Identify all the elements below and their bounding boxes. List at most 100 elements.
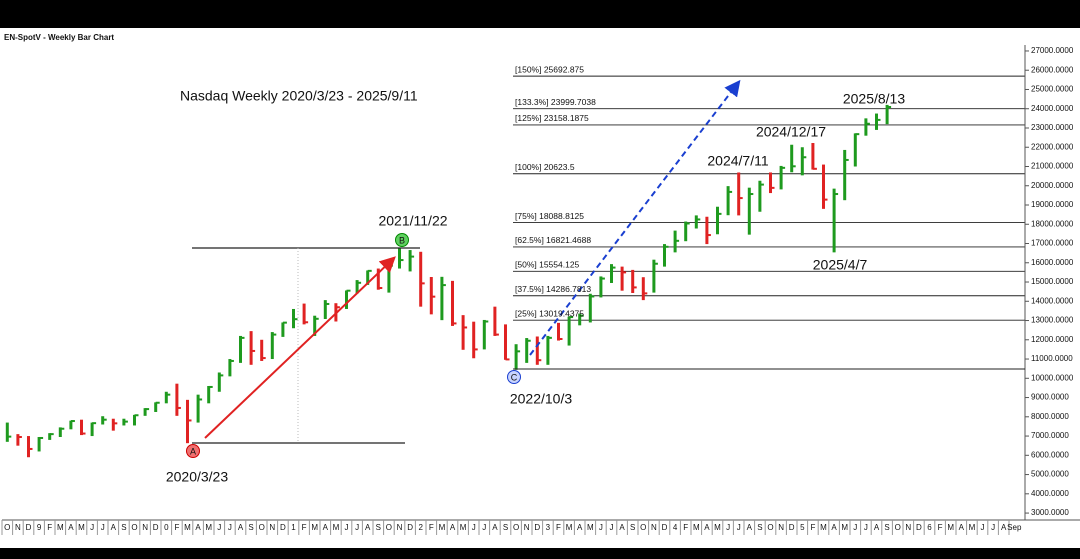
y-tick-label: 25000.0000 xyxy=(1031,85,1074,94)
chart-title: EN-SpotV - Weekly Bar Chart xyxy=(4,33,114,42)
y-tick-label: 12000.0000 xyxy=(1031,335,1074,344)
x-tick-label: M xyxy=(820,523,827,532)
x-tick-label: A xyxy=(1001,523,1007,532)
x-tick-label: F xyxy=(174,523,179,532)
x-tick-label: J xyxy=(864,523,868,532)
y-tick-label: 3000.0000 xyxy=(1031,508,1069,517)
x-tick-label: J xyxy=(355,523,359,532)
x-tick-label: F xyxy=(47,523,52,532)
x-tick-label: N xyxy=(778,523,784,532)
x-tick-label: 4 xyxy=(673,523,678,532)
x-tick-label: O xyxy=(767,523,773,532)
x-tick-label: A xyxy=(111,523,117,532)
y-tick-label: 8000.0000 xyxy=(1031,412,1069,421)
y-tick-label: 26000.0000 xyxy=(1031,65,1074,74)
fib-label: [133.3%] 23999.7038 xyxy=(515,97,596,107)
y-tick-label: 13000.0000 xyxy=(1031,316,1074,325)
annotation: 2024/7/11 xyxy=(707,153,768,169)
y-tick-label: 5000.0000 xyxy=(1031,470,1069,479)
x-tick-label: J xyxy=(991,523,995,532)
y-tick-label: 7000.0000 xyxy=(1031,431,1069,440)
fib-label: [100%] 20623.5 xyxy=(515,162,575,172)
x-tick-label: N xyxy=(269,523,275,532)
point-label: C xyxy=(511,372,518,382)
x-tick-label: J xyxy=(345,523,349,532)
x-tick-label: M xyxy=(693,523,700,532)
x-tick-label: M xyxy=(714,523,721,532)
x-tick-label: O xyxy=(386,523,392,532)
x-tick-label: O xyxy=(513,523,519,532)
x-tick-label: J xyxy=(726,523,730,532)
y-tick-label: 14000.0000 xyxy=(1031,296,1074,305)
x-tick-label: S xyxy=(248,523,253,532)
x-tick-label: M xyxy=(78,523,85,532)
x-tick-label: S xyxy=(630,523,635,532)
y-tick-label: 20000.0000 xyxy=(1031,181,1074,190)
x-tick-label: J xyxy=(599,523,603,532)
x-tick-label: J xyxy=(90,523,94,532)
x-tick-label: F xyxy=(556,523,561,532)
x-tick-label: M xyxy=(969,523,976,532)
x-tick-label: M xyxy=(311,523,318,532)
x-tick-label: A xyxy=(450,523,456,532)
x-tick-label: 3 xyxy=(546,523,551,532)
x-tick-label: N xyxy=(142,523,148,532)
x-tick-label: O xyxy=(131,523,137,532)
x-tick-label: M xyxy=(841,523,848,532)
annotation: 2025/4/7 xyxy=(813,257,868,273)
x-tick-label: S xyxy=(503,523,508,532)
x-tick-label: N xyxy=(524,523,530,532)
point-b xyxy=(395,233,409,247)
annotation: 2025/8/13 xyxy=(843,91,905,107)
y-tick-label: 21000.0000 xyxy=(1031,162,1074,171)
x-tick-label: F xyxy=(810,523,815,532)
x-tick-label: O xyxy=(640,523,646,532)
y-tick-label: 23000.0000 xyxy=(1031,123,1074,132)
x-tick-label: D xyxy=(916,523,922,532)
x-tick-label: J xyxy=(228,523,232,532)
y-tick-label: 19000.0000 xyxy=(1031,200,1074,209)
fib-label: [50%] 15554.125 xyxy=(515,260,580,270)
x-tick-label: M xyxy=(205,523,212,532)
x-tick-label: D xyxy=(407,523,413,532)
point-label: A xyxy=(190,446,196,456)
fib-label: [125%] 23158.1875 xyxy=(515,113,589,123)
x-tick-label: M xyxy=(587,523,594,532)
y-tick-label: 9000.0000 xyxy=(1031,393,1069,402)
annotation: 2022/10/3 xyxy=(510,391,572,407)
x-tick-label: A xyxy=(747,523,753,532)
x-tick-label: O xyxy=(895,523,901,532)
x-tick-label: D xyxy=(26,523,32,532)
x-tick-label: A xyxy=(323,523,329,532)
annotation: 2021/11/22 xyxy=(378,213,447,229)
x-tick-label: J xyxy=(101,523,105,532)
y-tick-label: 15000.0000 xyxy=(1031,277,1074,286)
x-tick-label: D xyxy=(280,523,286,532)
x-tick-label: 9 xyxy=(37,523,42,532)
x-tick-label: S xyxy=(121,523,126,532)
x-tick-label: J xyxy=(217,523,221,532)
x-tick-label: A xyxy=(365,523,371,532)
x-tick-label: S xyxy=(757,523,762,532)
x-tick-label: J xyxy=(472,523,476,532)
y-tick-label: 24000.0000 xyxy=(1031,104,1074,113)
x-tick-label: F xyxy=(683,523,688,532)
x-tick-label: J xyxy=(737,523,741,532)
x-tick-label: J xyxy=(981,523,985,532)
x-tick-label: 0 xyxy=(164,523,169,532)
x-tick-label: J xyxy=(853,523,857,532)
x-tick-label: A xyxy=(959,523,965,532)
x-tick-label: A xyxy=(195,523,201,532)
x-tick-label: F xyxy=(938,523,943,532)
x-tick-label: N xyxy=(905,523,911,532)
x-tick-label: D xyxy=(662,523,668,532)
arrow-ab xyxy=(204,256,396,439)
x-tick-label: N xyxy=(397,523,403,532)
fib-label: [62.5%] 16821.4688 xyxy=(515,235,591,245)
x-tick-label: M xyxy=(333,523,340,532)
x-tick-label: 2 xyxy=(418,523,423,532)
x-tick-label: O xyxy=(259,523,265,532)
arrow-projection xyxy=(529,79,741,356)
annotation: 2020/3/23 xyxy=(166,469,228,485)
